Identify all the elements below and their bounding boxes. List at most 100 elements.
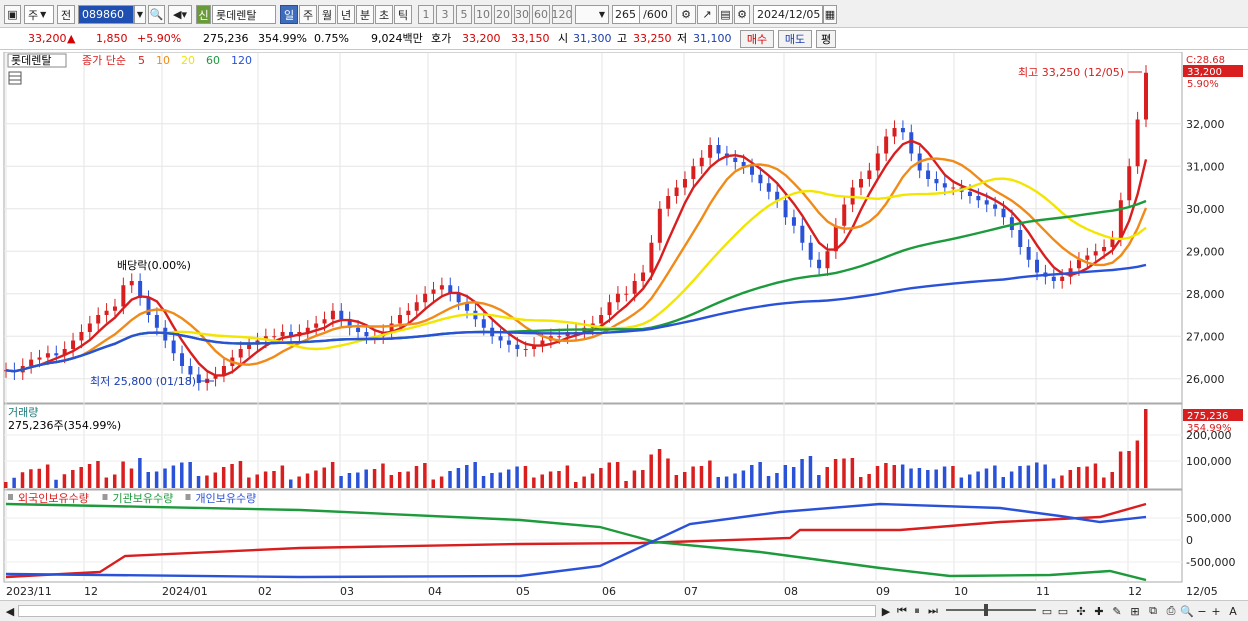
calendar-icon[interactable]: ▦ xyxy=(823,5,837,24)
interval-select[interactable]: ▼ xyxy=(575,5,609,24)
interval-button-3[interactable]: 3 xyxy=(436,5,454,24)
interval-button-10[interactable]: 10 xyxy=(474,5,492,24)
y-tick-label: 26,000 xyxy=(1186,373,1225,386)
interval-button-30[interactable]: 30 xyxy=(514,5,530,24)
volume-bar xyxy=(272,471,276,488)
draw-tool-icon[interactable]: ↗ xyxy=(697,5,717,24)
candle-body xyxy=(1018,230,1023,247)
layout-icon[interactable]: ▭ xyxy=(1041,604,1053,618)
period-tab-1[interactable]: 주 xyxy=(299,5,317,24)
high-price: 33,250 xyxy=(633,32,672,45)
save-icon[interactable]: ▤ xyxy=(718,5,733,24)
volume-bar xyxy=(716,477,720,488)
draw-icon[interactable]: ✎ xyxy=(1112,604,1122,618)
volume-bar xyxy=(146,472,150,488)
crosshair-icon[interactable]: ✣ xyxy=(1076,604,1086,618)
stock-tag[interactable]: 롯데렌탈 xyxy=(11,54,51,67)
price-tag: 33,200 xyxy=(1187,67,1222,78)
scroll-left-icon[interactable]: ◀ xyxy=(5,604,15,618)
count-input[interactable]: 265 xyxy=(612,5,640,24)
date-input[interactable]: 2024/12/05 xyxy=(753,5,823,24)
high-annotation: 최고 33,250 (12/05) xyxy=(1018,66,1124,79)
volume-bar xyxy=(465,465,469,488)
candle-body xyxy=(154,315,159,328)
interval-button-5[interactable]: 5 xyxy=(456,5,472,24)
candle-body xyxy=(79,332,84,341)
volume-bar xyxy=(523,466,528,488)
volume-bar xyxy=(314,470,318,488)
volume-bar xyxy=(825,467,829,488)
first-page-icon[interactable]: ⏮ xyxy=(897,604,907,617)
volume-bar xyxy=(389,475,394,488)
low-annotation: 최저 25,800 (01/18) xyxy=(90,375,196,388)
period-tab-6[interactable]: 틱 xyxy=(394,5,412,24)
interval-button-120[interactable]: 120 xyxy=(552,5,572,24)
chart-settings-icon[interactable]: ⚙ xyxy=(676,5,696,24)
code-dropdown-icon[interactable]: ▼ xyxy=(134,5,146,24)
font-icon[interactable]: A xyxy=(1229,604,1237,618)
zoom-slider[interactable] xyxy=(946,609,1036,611)
table-icon[interactable] xyxy=(8,71,22,85)
volume-bar xyxy=(934,469,938,488)
buy-button[interactable]: 매수 xyxy=(740,30,774,48)
candle-body xyxy=(129,281,134,286)
volume-bar xyxy=(205,475,209,488)
copy-icon[interactable]: ⧉ xyxy=(1149,604,1157,617)
volume-bar xyxy=(1009,471,1014,488)
candle-body xyxy=(1102,247,1107,252)
interval-button-20[interactable]: 20 xyxy=(494,5,512,24)
volume-bar xyxy=(305,473,310,488)
stock-code-input[interactable]: 089860 xyxy=(78,5,134,24)
sell-button[interactable]: 매도 xyxy=(778,30,812,48)
candle-body xyxy=(146,298,151,315)
last-page-icon[interactable]: ⏭ xyxy=(928,604,938,617)
period-tab-0[interactable]: 일 xyxy=(280,5,298,24)
period-tab-3[interactable]: 년 xyxy=(337,5,355,24)
zoom-slider-thumb[interactable] xyxy=(984,604,988,616)
candle-body xyxy=(909,132,914,154)
candle-body xyxy=(247,344,252,349)
holding-legend-1: 기관보유수량 xyxy=(113,492,174,505)
candle-body xyxy=(397,315,402,324)
x-tick-label: 03 xyxy=(340,585,354,598)
zoom-icon[interactable]: 🔍 xyxy=(1180,604,1194,618)
volume-bar xyxy=(473,462,477,488)
volume-bar xyxy=(909,468,913,488)
pause-icon[interactable]: ⏸ xyxy=(914,604,920,617)
low-label: 저 xyxy=(677,32,688,45)
eval-button[interactable]: 평 xyxy=(816,30,836,48)
period-tab-2[interactable]: 월 xyxy=(318,5,336,24)
volume-bar xyxy=(221,467,226,488)
volume-bar xyxy=(993,465,997,488)
volume-bar xyxy=(1085,466,1089,488)
print-icon[interactable]: ⎙ xyxy=(1166,604,1176,617)
layout2-icon[interactable]: ▭ xyxy=(1057,604,1069,618)
ma-line-10 xyxy=(5,157,1148,373)
zoom-in-icon[interactable]: + xyxy=(1211,604,1221,618)
window-icon[interactable]: ▣ xyxy=(4,5,21,24)
chart-svg[interactable]: 32,000 31,000 30,000 29,000 28,000 27,000 26,0… xyxy=(0,51,1248,600)
zoom-out-icon[interactable]: − xyxy=(1197,604,1207,618)
scroll-track[interactable] xyxy=(18,605,876,617)
speaker-icon[interactable]: ◀▾ xyxy=(168,5,192,24)
volume-bar xyxy=(171,465,176,488)
grid-icon[interactable]: ⊞ xyxy=(1130,604,1140,618)
prev-button[interactable]: 전 xyxy=(57,5,75,24)
period-tab-5[interactable]: 초 xyxy=(375,5,393,24)
gear-icon[interactable]: ⚙ xyxy=(734,5,750,24)
interval-button-60[interactable]: 60 xyxy=(532,5,550,24)
candle-body xyxy=(800,225,805,243)
market-select[interactable]: 주 ▼ xyxy=(24,5,54,24)
holding-line-1 xyxy=(5,502,1147,582)
scroll-right-icon[interactable]: ▶ xyxy=(881,604,891,618)
interval-button-1[interactable]: 1 xyxy=(418,5,434,24)
candle-body xyxy=(96,315,101,324)
search-icon[interactable]: 🔍 xyxy=(148,5,165,24)
pin-icon[interactable]: ✚ xyxy=(1094,604,1104,618)
candle-body xyxy=(188,366,193,375)
period-tab-4[interactable]: 분 xyxy=(356,5,374,24)
volume-bars xyxy=(4,409,1148,488)
stock-chart[interactable]: 32,000 31,000 30,000 29,000 28,000 27,000 26,0… xyxy=(0,51,1248,621)
volume-bar xyxy=(900,464,905,488)
candle-body xyxy=(138,281,143,298)
